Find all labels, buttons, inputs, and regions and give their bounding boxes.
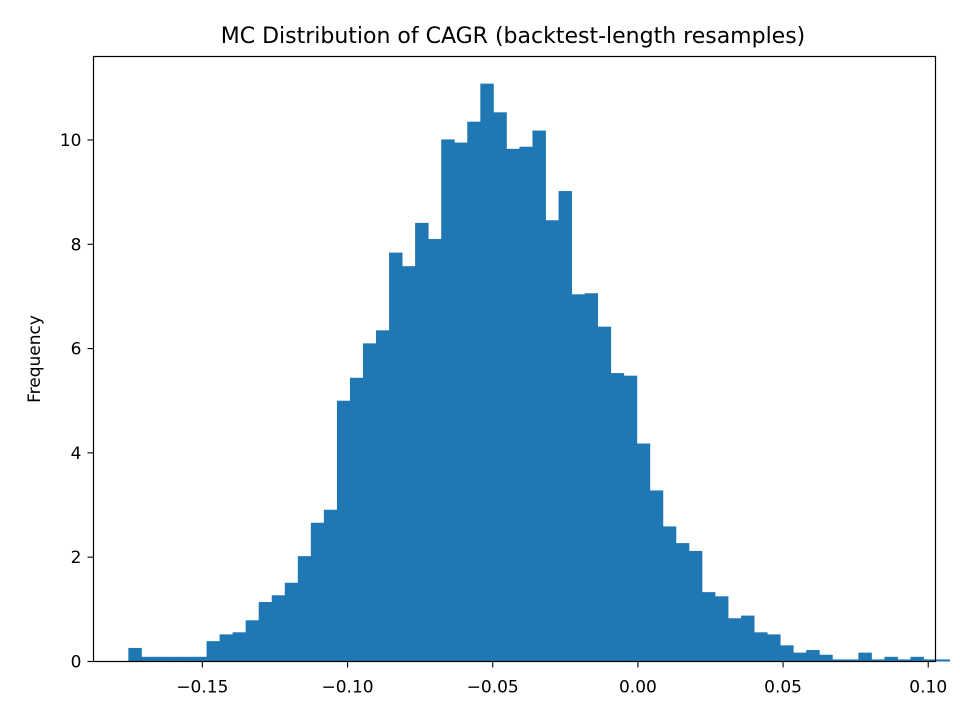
histogram-bar [232, 632, 247, 662]
histogram-bar [128, 647, 142, 662]
histogram-bar [454, 142, 468, 662]
histogram-bar [441, 139, 455, 662]
histogram-bar [623, 375, 638, 662]
x-axis-ticks: −0.15 −0.10 −0.05 0.00 0.05 0.10 [176, 661, 947, 698]
histogram-bar [297, 556, 312, 662]
x-tick-label: 0.10 [909, 678, 947, 698]
histogram-bar [284, 582, 299, 662]
histogram-bar [402, 266, 416, 662]
histogram-bar [167, 656, 181, 662]
histogram-bar [858, 652, 872, 662]
histogram-bar [428, 239, 442, 662]
histogram-bar [467, 121, 481, 662]
histogram-bar [649, 490, 664, 662]
histogram-bar [767, 634, 781, 662]
histogram-bar [349, 377, 364, 662]
histogram-bar [480, 83, 494, 662]
histogram-bar [545, 220, 559, 662]
histogram-bar [662, 526, 677, 662]
x-tick-label: −0.10 [321, 678, 373, 698]
y-tick-label: 2 [71, 548, 82, 568]
x-tick-label: −0.05 [467, 678, 519, 698]
chart-title: MC Distribution of CAGR (backtest-length… [221, 24, 806, 49]
y-tick-label: 4 [71, 444, 82, 464]
histogram-bar [728, 618, 742, 662]
histogram-bar [558, 191, 572, 662]
plot-frame [92, 55, 937, 663]
histogram-bar [741, 615, 755, 662]
histogram-bar [376, 330, 390, 662]
histogram-bar [258, 602, 273, 662]
y-tick-label: 6 [71, 340, 82, 360]
histogram-bar [271, 595, 286, 662]
histogram-bar [206, 641, 220, 662]
histogram-bar [493, 112, 507, 662]
histogram-bar [806, 650, 820, 662]
histogram-bar [884, 656, 898, 662]
histogram-bar [714, 596, 729, 662]
histogram-bar [506, 148, 520, 662]
histogram-bar [897, 659, 911, 662]
x-tick-label: 0.05 [764, 678, 802, 698]
histogram-bar [310, 522, 325, 662]
histogram-bar [363, 343, 377, 662]
histogram-bar [415, 222, 429, 662]
histogram-bar [141, 656, 155, 662]
y-axis-ticks: 0 2 4 6 8 10 [60, 131, 94, 673]
histogram-bar [180, 656, 194, 662]
y-tick-label: 8 [71, 235, 82, 255]
histogram-bar [936, 659, 951, 662]
histogram-bars [128, 83, 951, 662]
histogram-bar [845, 659, 859, 662]
histogram-bar [754, 632, 768, 662]
y-tick-label: 0 [71, 653, 82, 673]
histogram-bar [832, 659, 846, 662]
y-axis-label: Frequency [25, 315, 45, 403]
histogram-bar [336, 400, 351, 662]
histogram-bar [532, 130, 546, 662]
histogram-bar [245, 620, 260, 662]
x-tick-label: 0.00 [619, 678, 657, 698]
histogram-bar [610, 373, 625, 662]
histogram-bar [389, 252, 403, 662]
histogram-bar [688, 550, 703, 662]
histogram-bar [923, 659, 938, 662]
histogram-bar [584, 293, 599, 662]
histogram-bar [793, 652, 807, 662]
histogram-bar [519, 146, 533, 662]
histogram-bar [871, 659, 885, 662]
histogram-bar [193, 656, 207, 662]
histogram-bar [154, 656, 168, 662]
histogram-bar [701, 592, 716, 662]
histogram-bar [636, 443, 651, 662]
histogram-bar [219, 634, 234, 662]
histogram-bar [323, 509, 338, 662]
histogram-bar [675, 543, 690, 662]
histogram-bar [571, 294, 586, 662]
histogram-bar [910, 656, 924, 662]
histogram-bar [597, 326, 612, 662]
histogram-bar [780, 645, 794, 662]
y-tick-label: 10 [60, 131, 82, 151]
histogram-bar [819, 654, 833, 662]
x-tick-label: −0.15 [176, 678, 228, 698]
